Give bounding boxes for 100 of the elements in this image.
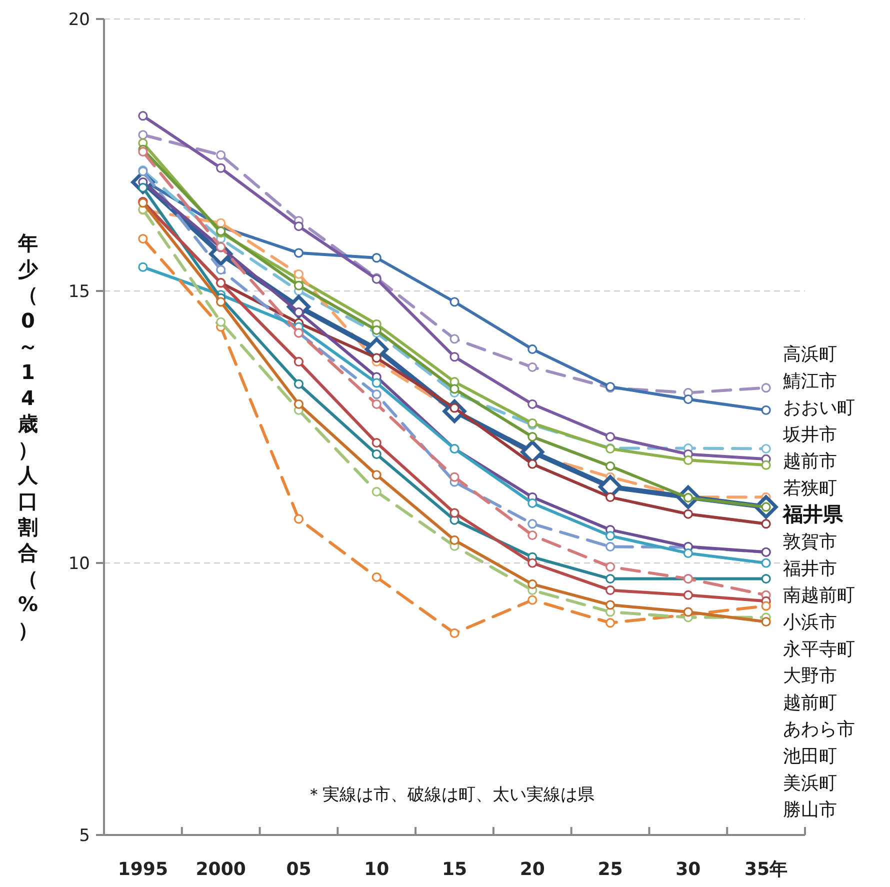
point: [372, 390, 382, 400]
series-label: 福井市: [783, 558, 837, 580]
point: [761, 558, 771, 568]
series-label: 敦賀市: [783, 532, 837, 553]
y-tick-label: 10: [68, 554, 90, 574]
point: [528, 595, 538, 605]
point: [761, 601, 771, 611]
series-label: おおい町: [783, 398, 855, 419]
point: [528, 399, 538, 409]
point: [138, 130, 148, 140]
x-tick-label: 35年: [744, 859, 788, 880]
x-tick-label: 1995: [118, 859, 168, 880]
text: あわら市: [783, 719, 855, 740]
text: 池田町: [783, 746, 837, 767]
text: 美浜町: [783, 772, 837, 794]
x-tick-label: 10: [364, 859, 390, 880]
point: [761, 616, 771, 627]
point: [216, 297, 226, 307]
point: [138, 234, 148, 244]
x-tick-label: 25: [598, 859, 623, 880]
point: [216, 150, 226, 160]
x-tick-label: 30: [676, 859, 701, 880]
point: [138, 262, 148, 272]
point: [605, 542, 616, 552]
point: [683, 455, 693, 465]
text: 小浜市: [783, 612, 837, 633]
point: [605, 562, 616, 572]
point: [605, 585, 616, 595]
x-tick-label: 05: [286, 859, 312, 880]
series-label: 高浜町: [783, 344, 837, 365]
point: [605, 574, 616, 584]
point: [528, 498, 538, 508]
point: [450, 628, 460, 638]
point: [372, 353, 382, 363]
point: [294, 269, 304, 279]
point: [372, 399, 382, 409]
y-tick-label: 5: [79, 826, 90, 846]
point: [372, 325, 382, 335]
point: [294, 379, 304, 389]
point: [450, 472, 460, 482]
point: [528, 362, 538, 372]
point: [216, 317, 226, 327]
point: [761, 405, 771, 415]
point: [372, 253, 382, 263]
series-label: 越前市: [783, 451, 837, 472]
point: [450, 334, 460, 344]
text: 越前町: [783, 692, 837, 714]
point: [605, 461, 616, 471]
x-tick-label: 2000: [196, 859, 246, 880]
point: [605, 618, 616, 628]
point: [683, 607, 693, 617]
point: [528, 459, 538, 469]
point: [294, 514, 304, 524]
point: [605, 492, 616, 502]
point: [450, 297, 460, 307]
point: [138, 111, 148, 121]
point: [294, 399, 304, 409]
point: [138, 146, 148, 157]
y-tick-label: 20: [68, 10, 90, 30]
point: [528, 558, 538, 568]
point: [605, 600, 616, 610]
point: [216, 163, 226, 173]
point: [528, 519, 538, 529]
point: [372, 449, 382, 459]
point: [761, 574, 771, 584]
series-label: 鯖江市: [783, 370, 837, 392]
point: [761, 383, 771, 393]
series-label: 坂井市: [782, 424, 837, 446]
point: [528, 432, 538, 442]
point: [605, 432, 616, 442]
point: [294, 356, 304, 367]
point: [216, 218, 226, 228]
text: 年少（0～14歳）人口割合（%）: [18, 231, 38, 642]
point: [294, 280, 304, 290]
series-label: 福井県: [782, 502, 844, 526]
point: [294, 221, 304, 232]
point: [528, 344, 538, 354]
point: [605, 531, 616, 541]
point: [528, 579, 538, 590]
point: [372, 470, 382, 480]
point: [372, 486, 382, 497]
point: [450, 352, 460, 362]
x-tick-label: 15: [442, 859, 468, 880]
point: [761, 519, 771, 529]
point: [683, 590, 693, 600]
series-label: 南越前町: [783, 585, 855, 606]
point: [683, 548, 693, 558]
x-tick-label: 20: [520, 859, 545, 880]
text: 勝山市: [783, 800, 837, 821]
text: 大野市: [783, 666, 837, 687]
point: [450, 384, 460, 394]
series-label: 若狭町: [783, 478, 837, 499]
point: [761, 460, 771, 470]
y-tick-label: 15: [68, 282, 90, 302]
annotation: ＊実線は市、破線は町、太い実線は県: [306, 785, 594, 805]
point: [528, 530, 538, 540]
point: [683, 394, 693, 404]
text: 永平寺町: [783, 638, 855, 660]
point: [683, 509, 693, 519]
point: [372, 438, 382, 448]
